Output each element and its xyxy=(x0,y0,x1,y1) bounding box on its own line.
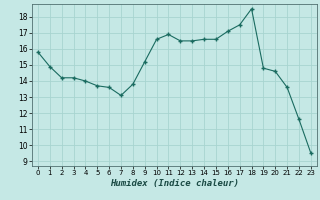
X-axis label: Humidex (Indice chaleur): Humidex (Indice chaleur) xyxy=(110,179,239,188)
